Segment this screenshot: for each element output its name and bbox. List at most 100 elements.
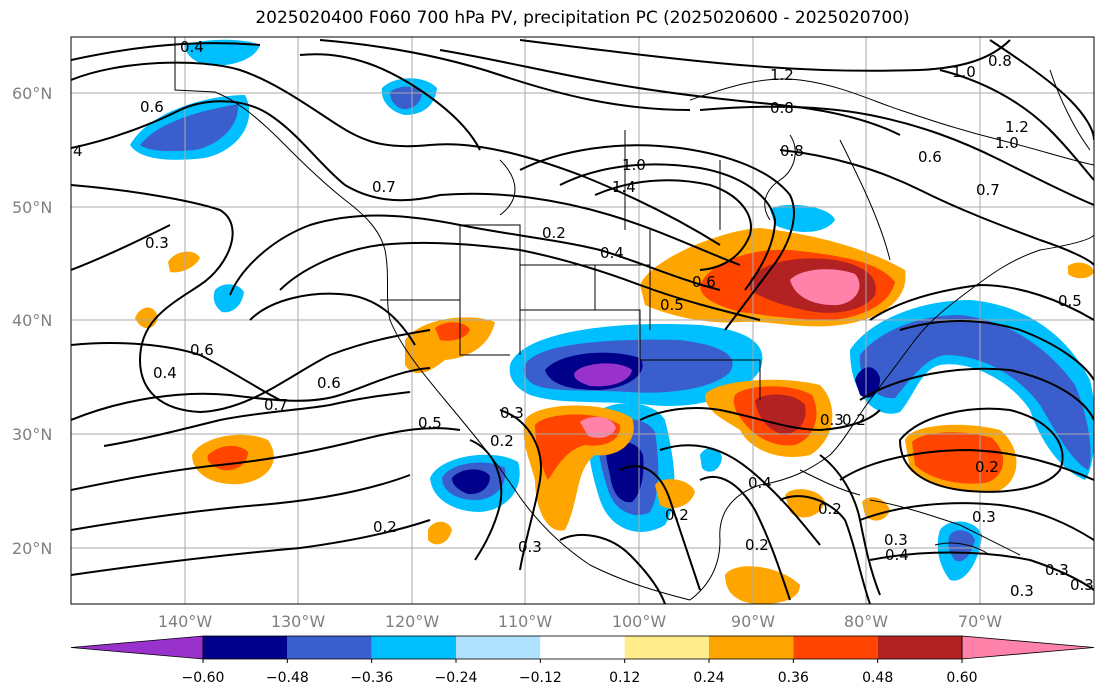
pv-contour [859,367,1094,421]
contour-label: 1.0 [952,63,976,81]
lat-label-30n: 30°N [12,425,52,444]
precip-pos-blob [1068,262,1094,279]
contour-label: 0.3 [145,234,169,252]
colorbar-swatch [961,635,1095,660]
colorbar-swatch [793,636,878,659]
contour-label: 0.6 [190,341,214,359]
precip-pos-blob [207,445,248,471]
contour-label: 0.2 [745,536,769,554]
pv-contour [779,149,1094,266]
pv-contour [559,163,777,291]
contour-label: 0.2 [490,432,514,450]
contour-label: 0.6 [317,374,341,392]
contour-label: 0.3 [1010,582,1034,600]
colorbar-tick-label: −0.60 [182,670,225,686]
pv-contour [939,69,1094,181]
precip-neg-blob [606,441,644,503]
colorbar-swatch [70,635,204,660]
contour-label: 0.5 [1058,292,1082,310]
lon-label-70w: 70°W [958,612,1002,631]
pv-contour [71,474,411,531]
colorbar-swatch [203,636,288,659]
contour-label: 0.2 [665,506,689,524]
colorbar-swatch [540,636,625,659]
contour-label: 0.3 [1045,561,1069,579]
precip-pos-blob [168,251,200,273]
pv-contour [779,495,871,604]
contour-label: 0.2 [818,500,842,518]
contour-label: 1.0 [622,156,646,174]
contour-label: 1.4 [612,178,636,196]
colorbar-tick-label: −0.12 [519,670,562,686]
contour-label: 0.6 [918,148,942,166]
colorbar-swatch [456,636,541,659]
pv-contour [898,407,1064,493]
longitude-labels: 140°W 130°W 120°W 110°W 100°W 90°W 80°W … [158,612,1002,631]
contour-label: 1.2 [770,66,794,84]
pv-contour [989,39,1094,141]
contour-label: 0.2 [842,411,866,429]
pv-contour [859,502,1094,541]
colorbar-tick-label: −0.48 [266,670,309,686]
pv-contour [71,342,281,401]
pv-contour [299,53,481,151]
colorbar-swatch [287,636,372,659]
contour-label: 1.2 [1005,118,1029,136]
precip-neg-blob [855,367,880,398]
contour-label: 0.3 [518,538,542,556]
colorbar-ticks: −0.60 −0.48 −0.36 −0.24 −0.12 0.12 0.24 0.36 0.4… [182,659,978,686]
map-title: 2025020400 F060 700 hPa PV, precipitatio… [255,8,910,28]
pv-contour-labels: 0.4 0.6 4 0.7 0.3 0.6 0.4 0.7 0.6 0.5 0.… [73,38,1094,600]
contour-label: 0.4 [600,244,624,262]
precip-pos-blob [790,269,860,306]
lon-label-100w: 100°W [612,612,667,631]
lon-label-140w: 140°W [158,612,213,631]
pv-contour [71,61,431,148]
contour-label: 0.4 [885,546,909,564]
pv-contour [499,409,542,571]
pv-contour [249,292,416,346]
map-frame [70,36,1095,605]
contour-label: 4 [73,142,83,160]
precip-neg-blob [859,315,1091,470]
pv-contour [699,105,1094,206]
pv-contour [71,367,431,421]
lon-label-110w: 110°W [498,612,553,631]
precip-neg-blob [452,469,490,495]
pv-contour [319,39,691,111]
pv-contour [559,534,666,604]
lat-label-60n: 60°N [12,84,52,103]
contour-label: 0.6 [140,98,164,116]
lon-label-90w: 90°W [731,612,775,631]
colorbar-tick-label: 0.24 [693,670,724,686]
colorbar-swatches [70,635,1095,660]
contour-label: 0.6 [692,273,716,291]
lat-label-40n: 40°N [12,311,52,330]
pv-contour [71,100,441,202]
latitude-labels: 60°N 50°N 40°N 30°N 20°N [12,84,52,558]
contour-label: 0.3 [500,404,524,422]
pv-contour [594,179,752,271]
pv-contour [71,224,171,271]
contour-label: 1.0 [995,134,1019,152]
pv-contour [71,519,431,576]
colorbar-tick-label: 0.48 [862,670,893,686]
colorbar-swatch [624,636,709,659]
contour-label: 0.5 [660,296,684,314]
pv-contours [71,39,1094,604]
pv-contour [71,427,461,491]
coastlines [174,37,1094,601]
colorbar-swatch [877,636,962,659]
pv-contour [439,192,741,266]
precip-pos-blob [428,521,452,545]
precip-neg-blob [390,86,422,110]
pv-contour [439,49,901,136]
pv-contour [619,465,701,591]
contour-label: 0.4 [748,474,772,492]
pv-contour [869,283,1094,321]
contour-label: 0.7 [976,181,1000,199]
colorbar-tick-label: 0.36 [778,670,809,686]
precip-pos-blob [755,394,806,435]
precip-neg-blob [770,204,835,232]
pv-contour [899,320,1094,381]
